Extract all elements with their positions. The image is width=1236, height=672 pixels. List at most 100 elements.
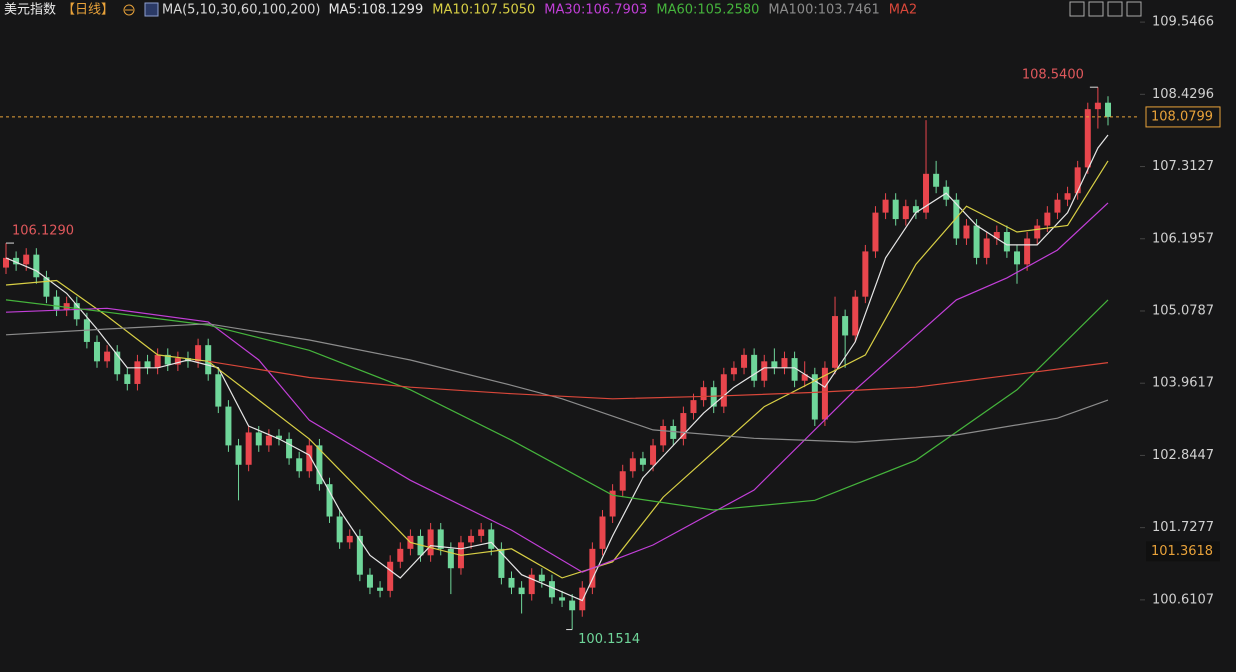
- candle-body: [923, 173, 930, 213]
- candle-body: [417, 535, 424, 556]
- y-tick-label: 105.0787: [1152, 303, 1214, 318]
- candle-body: [548, 581, 555, 598]
- candle-body: [427, 529, 434, 556]
- candle-body: [912, 206, 919, 213]
- candle-body: [326, 484, 333, 517]
- candle-body: [700, 387, 707, 401]
- candle-body: [265, 435, 272, 446]
- marker-price-label: 101.3618: [1151, 544, 1213, 559]
- candle-body: [346, 535, 353, 543]
- y-tick-label: 101.7277: [1152, 520, 1214, 535]
- candle-body: [154, 354, 161, 368]
- annotation: 106.1290: [12, 224, 74, 239]
- candle-body: [579, 587, 586, 611]
- legend-entry: MA5:108.1299: [328, 3, 423, 18]
- candle-body: [134, 361, 141, 384]
- marker-price-box: [1146, 541, 1220, 562]
- tool-button[interactable]: [1107, 1, 1123, 17]
- candle-body: [488, 529, 495, 549]
- candle-body: [801, 374, 808, 381]
- candle-body: [144, 361, 151, 368]
- candle-body: [174, 358, 181, 365]
- candle-body: [447, 548, 454, 569]
- toolbar: [1069, 1, 1142, 17]
- candle-body: [1014, 251, 1021, 265]
- candle-body: [832, 316, 839, 368]
- last-price-box: [1145, 106, 1221, 128]
- candle-body: [1084, 109, 1091, 168]
- candle-body: [720, 374, 727, 407]
- candle-body: [670, 425, 677, 439]
- candle-body: [993, 232, 1000, 239]
- candle-body: [892, 199, 899, 220]
- candle-body: [478, 529, 485, 536]
- candle-body: [963, 225, 970, 239]
- candle-body: [286, 438, 293, 459]
- candle-body: [751, 354, 758, 381]
- candle-body: [639, 458, 646, 465]
- tool-button[interactable]: [1088, 1, 1104, 17]
- candle-body: [680, 413, 687, 439]
- candle-body: [124, 374, 131, 384]
- candle-body: [872, 212, 879, 252]
- candle-body: [3, 257, 9, 268]
- tool-button[interactable]: [1126, 1, 1142, 17]
- candle-body: [953, 199, 960, 239]
- y-tick-label: 100.6107: [1152, 592, 1214, 607]
- candle-body: [498, 548, 505, 578]
- legend-entry: MA30:106.7903: [544, 3, 647, 18]
- candle-body: [882, 199, 889, 213]
- candle-body: [93, 341, 100, 362]
- candle-body: [1054, 199, 1061, 213]
- candle-body: [73, 303, 80, 320]
- collapse-icon[interactable]: [123, 4, 135, 16]
- candle-body: [23, 254, 30, 265]
- ma-line: [208, 360, 1109, 400]
- candle-body: [1064, 193, 1071, 200]
- candle-body: [933, 173, 940, 187]
- candle-body: [468, 535, 475, 543]
- candle-body: [629, 458, 636, 472]
- y-tick-label: 109.5466: [1152, 15, 1214, 30]
- ma-line: [5, 134, 1109, 602]
- candle-body: [538, 574, 545, 582]
- ma-line: [5, 202, 1109, 573]
- candle-body: [255, 432, 262, 446]
- candle-body: [215, 374, 222, 407]
- candle-body: [791, 358, 798, 381]
- candle-body: [1034, 225, 1041, 239]
- candle-body: [771, 361, 778, 368]
- candle-body: [508, 577, 515, 588]
- candle-body: [973, 225, 980, 258]
- annotation: 100.1514: [578, 632, 640, 647]
- candle-body: [397, 548, 404, 562]
- candle-body: [741, 354, 748, 368]
- candle-body: [842, 316, 849, 336]
- candle-body: [730, 367, 737, 375]
- candle-body: [13, 257, 20, 265]
- candle-body: [306, 445, 313, 472]
- candle-body: [195, 345, 202, 362]
- candle-body: [609, 490, 616, 517]
- candle-body: [1044, 212, 1051, 226]
- candle-body: [296, 458, 303, 472]
- legend-entry: MA10:107.5050: [432, 3, 535, 18]
- ma-line: [5, 299, 1109, 511]
- candle-body: [852, 296, 859, 336]
- candle-body: [316, 445, 323, 485]
- ma-line: [5, 160, 1109, 579]
- candle-body: [377, 587, 384, 591]
- candle-body: [63, 303, 70, 310]
- y-tick-label: 102.8447: [1152, 448, 1214, 463]
- candle-body: [518, 587, 525, 595]
- candle-body: [104, 351, 111, 362]
- candle-body: [225, 406, 232, 446]
- indicator-icon[interactable]: [144, 2, 159, 17]
- period[interactable]: 【日线】: [62, 3, 114, 18]
- candle-body: [33, 254, 40, 278]
- candle-body: [650, 445, 657, 465]
- tool-button[interactable]: [1069, 1, 1085, 17]
- candle-body: [710, 387, 717, 407]
